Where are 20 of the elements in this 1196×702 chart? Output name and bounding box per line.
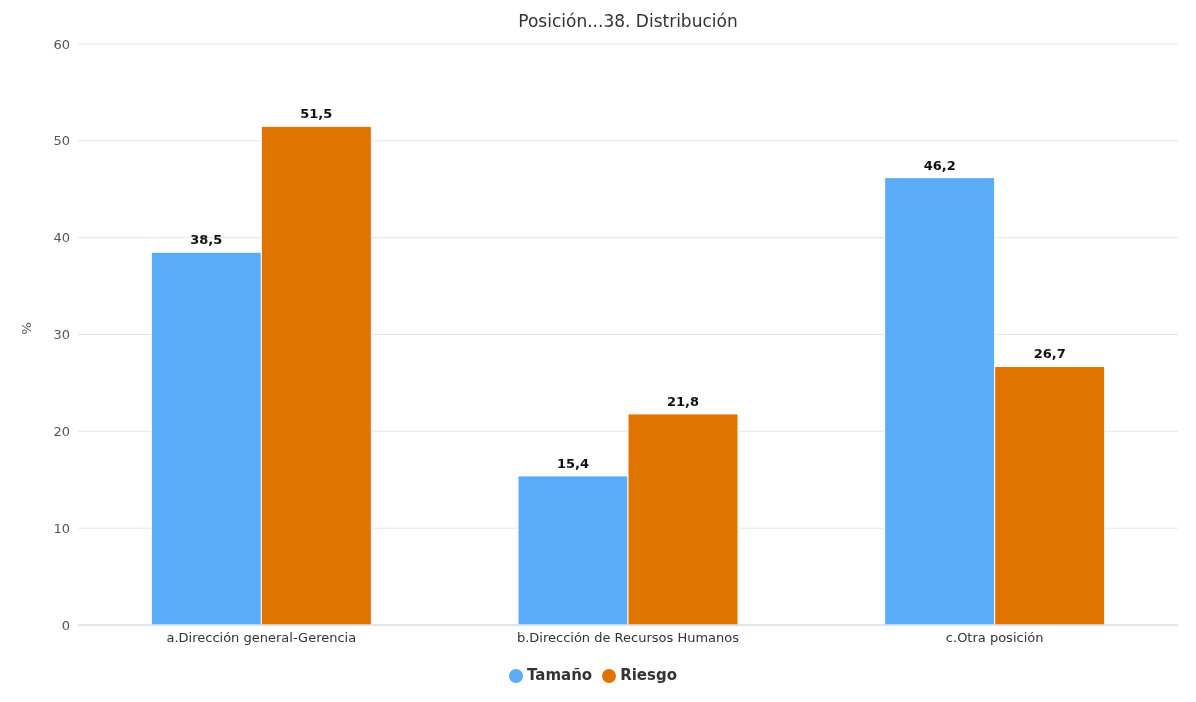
y-tick-label: 20: [53, 423, 70, 439]
data-label: 21,8: [666, 393, 700, 409]
legend-label: Tamaño: [527, 666, 593, 684]
y-tick-label: 0: [61, 617, 70, 633]
y-tick-label: 60: [53, 36, 70, 52]
y-tick-label: 10: [53, 520, 70, 536]
data-label: 51,5: [300, 106, 333, 122]
data-label: 15,4: [556, 455, 590, 471]
x-tick-label: a.Dirección general-Gerencia: [166, 630, 357, 646]
chart-title: Posición...38. Distribución: [517, 10, 739, 33]
x-tick-label: b.Dirección de Recursos Humanos: [516, 630, 740, 646]
data-label: 46,2: [923, 157, 956, 173]
x-tick-label: c.Otra posición: [945, 630, 1044, 646]
y-axis-title: %: [18, 322, 34, 335]
y-tick-label: 50: [53, 133, 70, 149]
data-label: 38,5: [190, 232, 223, 248]
y-tick-label: 40: [53, 230, 70, 246]
y-tick-label: 30: [53, 327, 70, 343]
data-label: 26,7: [1033, 346, 1066, 362]
legend-label: Riesgo: [620, 666, 677, 684]
